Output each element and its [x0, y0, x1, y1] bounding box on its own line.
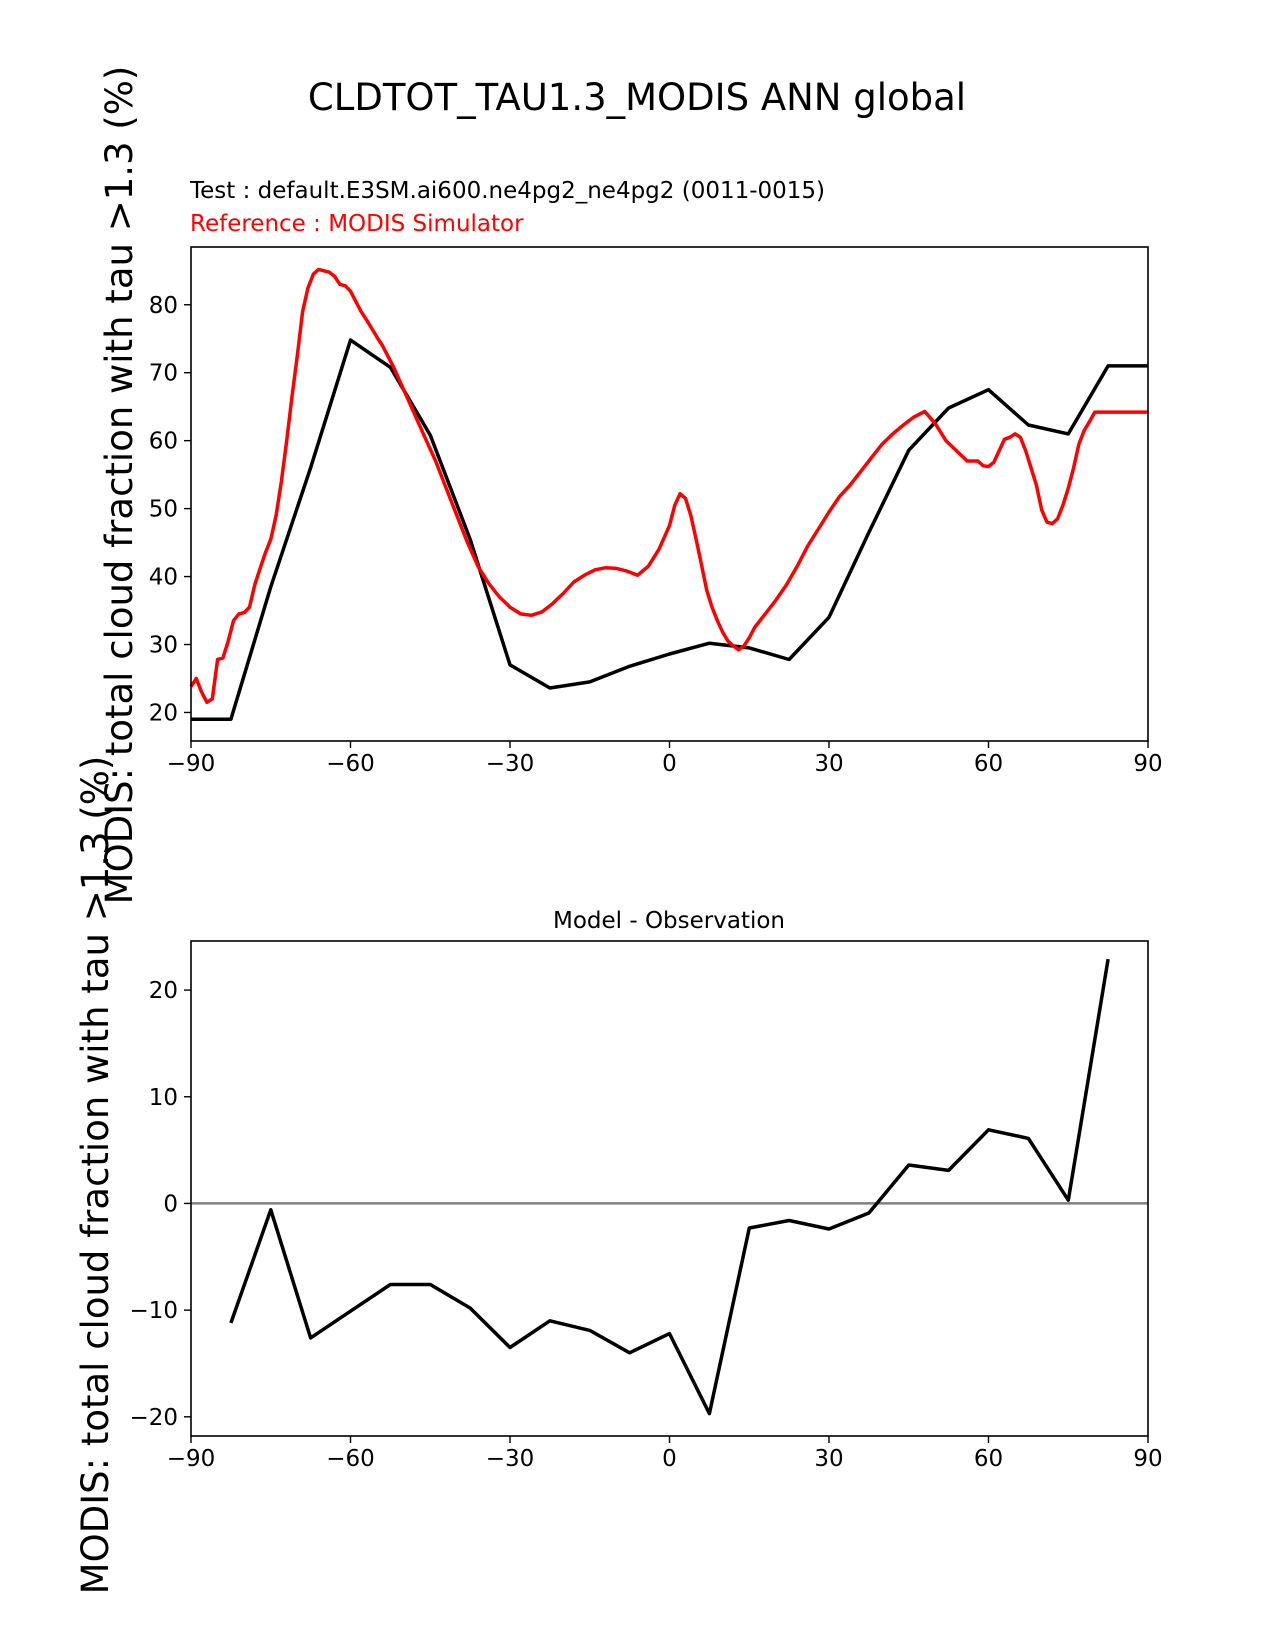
- x-tick-label: 90: [1133, 1446, 1162, 1472]
- y-tick-label: 60: [149, 429, 178, 455]
- y-tick-label: 30: [149, 633, 178, 659]
- x-tick-label: 30: [814, 751, 843, 777]
- y-tick-label: 80: [149, 293, 178, 319]
- x-tick-label: 0: [662, 1446, 677, 1472]
- x-tick-label: 90: [1133, 751, 1162, 777]
- ylabel-top: MODIS: total cloud fraction with tau >1.…: [98, 66, 141, 905]
- x-tick-label: 60: [974, 1446, 1003, 1472]
- y-tick-label: 10: [149, 1085, 178, 1111]
- y-tick-label: 20: [149, 978, 178, 1004]
- y-tick-label: 70: [149, 361, 178, 387]
- figure-title: CLDTOT_TAU1.3_MODIS ANN global: [308, 76, 966, 119]
- difference-line-chart: −90 −60 −30 0 30 60 90 −20 −10 0 10 20: [129, 940, 1163, 1472]
- series-line-test: [229, 958, 1110, 1416]
- y-tick-label: 20: [149, 700, 178, 726]
- reference-label: Reference : MODIS Simulator: [190, 211, 524, 237]
- x-tick-label: −90: [167, 751, 216, 777]
- x-tick-label: −30: [486, 1446, 535, 1472]
- x-tick-label: 0: [662, 751, 677, 777]
- y-tick-label: −20: [129, 1405, 178, 1431]
- upper-line-chart: −90 −60 −30 0 30 60 90 20 30 40 50 60 70 80: [149, 246, 1163, 777]
- plot-frame: [190, 246, 1149, 742]
- series-line-reference: [189, 267, 1148, 705]
- ylabel-bottom: MODIS: total cloud fraction with tau >1.…: [74, 756, 117, 1595]
- y-tick-label: 50: [149, 497, 178, 523]
- x-tick-label: −60: [326, 1446, 375, 1472]
- x-tick-label: 60: [974, 751, 1003, 777]
- series-line-test: [191, 338, 1148, 722]
- y-tick-label: 0: [163, 1191, 178, 1217]
- y-tick-label: −10: [129, 1298, 178, 1324]
- y-tick-label: 40: [149, 565, 178, 591]
- x-tick-label: −30: [486, 751, 535, 777]
- x-tick-label: −90: [167, 1446, 216, 1472]
- x-tick-label: −60: [326, 751, 375, 777]
- plot-frame: [190, 940, 1149, 1437]
- test-label: Test : default.E3SM.ai600.ne4pg2_ne4pg2 …: [189, 178, 825, 204]
- panel-2-title: Model - Observation: [553, 908, 785, 934]
- x-tick-label: 30: [814, 1446, 843, 1472]
